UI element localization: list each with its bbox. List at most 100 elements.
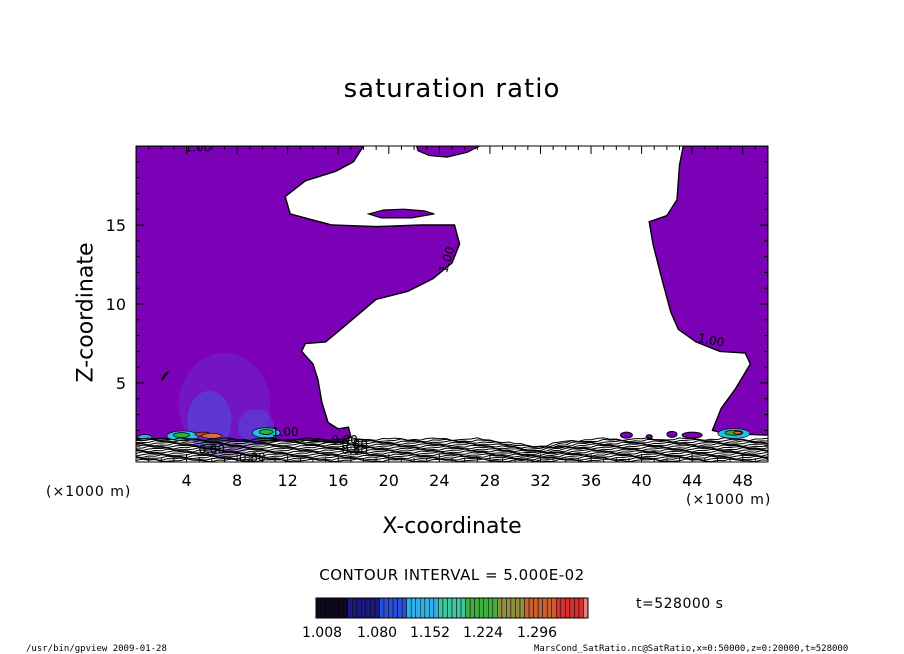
colorbar-cell xyxy=(478,597,484,619)
colorbar-cell xyxy=(483,597,489,619)
chart-title: saturation ratio xyxy=(343,74,561,104)
colorbar-cell xyxy=(501,597,507,619)
surface-contour-line xyxy=(136,437,768,448)
surface-contour-line xyxy=(136,442,768,452)
colorbar-tick-label: 1.008 xyxy=(302,625,342,641)
surface-contour-line xyxy=(136,454,768,460)
colorbar-cell xyxy=(320,597,326,619)
colorbar-cell xyxy=(424,597,430,619)
plot-area: 1.001.001.001.000.900.800.800.800.80 xyxy=(136,141,768,464)
x-tick-label: 24 xyxy=(429,471,449,490)
contour-label: 1.00 xyxy=(272,425,299,439)
colorbar-cell xyxy=(442,597,448,619)
contour-label: 0.80 xyxy=(239,450,266,464)
colorbar-cell xyxy=(406,597,412,619)
x-tick-label: 8 xyxy=(232,471,242,490)
y-tick-label: 10 xyxy=(106,295,126,314)
x-tick-label: 4 xyxy=(181,471,191,490)
colorbar-cell xyxy=(528,597,534,619)
x-tick-label: 16 xyxy=(328,471,348,490)
colorbar-cell xyxy=(569,597,575,619)
supersat-blob xyxy=(619,431,633,439)
supersat-patch-mid xyxy=(366,208,435,219)
colorbar-cell xyxy=(583,597,589,619)
colorbar-cell xyxy=(474,597,480,619)
colored-patch xyxy=(173,432,190,438)
contour-label: 1.00 xyxy=(697,331,726,350)
colorbar-cell xyxy=(361,597,367,619)
colorbar-cell xyxy=(506,597,512,619)
colorbar-cell xyxy=(460,597,466,619)
colorbar-cell xyxy=(447,597,453,619)
colorbar-cell xyxy=(465,597,471,619)
surface-contour-line xyxy=(136,446,768,454)
colorbar-cell xyxy=(524,597,530,619)
surface-contour-line xyxy=(136,444,768,453)
colorbar-cell xyxy=(556,597,562,619)
colorbar-cell xyxy=(551,597,557,619)
x-tick-label: 28 xyxy=(480,471,500,490)
contour-interval: CONTOUR INTERVAL = 5.000E-02 xyxy=(319,566,585,584)
y-unit-label: (×1000 m) xyxy=(46,484,132,500)
colorbar-cell xyxy=(537,597,543,619)
colorbar-tick-label: 1.080 xyxy=(357,625,397,641)
colorbar-cell xyxy=(374,597,380,619)
colorbar-cell xyxy=(546,597,552,619)
colorbar-cell xyxy=(415,597,421,619)
colorbar-cell xyxy=(388,597,394,619)
colored-patch xyxy=(201,433,223,439)
colorbar-cell xyxy=(488,597,494,619)
colorbar-cell xyxy=(519,597,525,619)
y-tick-label: 15 xyxy=(106,216,126,235)
surface-contour-line xyxy=(136,451,768,458)
surface-contour-line xyxy=(136,441,768,451)
isolated-contour xyxy=(160,371,169,381)
colorbar-tick-label: 1.224 xyxy=(463,625,503,641)
colorbar-cell xyxy=(438,597,444,619)
colorbar-cell xyxy=(451,597,457,619)
colorbar-cell xyxy=(410,597,416,619)
colorbar-cell xyxy=(324,597,330,619)
supersat-region-right xyxy=(648,146,768,436)
colorbar-cell xyxy=(469,597,475,619)
colorbar-cell xyxy=(515,597,521,619)
colorbar-cell xyxy=(533,597,539,619)
colorbar-cell xyxy=(338,597,344,619)
footer-left: /usr/bin/gpview 2009-01-28 xyxy=(26,644,167,654)
colorbar-cell xyxy=(356,597,362,619)
x-unit-label: (×1000 m) xyxy=(686,492,772,508)
contour-label: 0.90 xyxy=(331,433,358,447)
colorbar-cell xyxy=(456,597,462,619)
x-axis-title: X-coordinate xyxy=(382,514,522,539)
colorbar-cell xyxy=(315,597,321,619)
colorbar-cell xyxy=(420,597,426,619)
colorbar-cell xyxy=(347,597,353,619)
colorbar-cell xyxy=(492,597,498,619)
x-tick-label: 36 xyxy=(581,471,601,490)
x-tick-label: 20 xyxy=(379,471,399,490)
colorbar-tick-label: 1.152 xyxy=(410,625,450,641)
colorbar-frame xyxy=(315,597,589,619)
colorbar-cell xyxy=(578,597,584,619)
colorbar-cell xyxy=(565,597,571,619)
colorbar-cell xyxy=(401,597,407,619)
supersat-blob xyxy=(666,430,678,438)
contour-label: 1.00 xyxy=(185,141,212,155)
colored-patch xyxy=(733,431,743,435)
colorbar-tick-label: 1.296 xyxy=(517,625,557,641)
colorbar-cell xyxy=(329,597,335,619)
colorbar-cell xyxy=(342,597,348,619)
contour-label: 0.80 xyxy=(341,443,368,457)
colorbar-cell xyxy=(433,597,439,619)
colorbar-cell xyxy=(370,597,376,619)
colorbar-cell xyxy=(429,597,435,619)
x-tick-label: 40 xyxy=(631,471,651,490)
x-tick-label: 44 xyxy=(682,471,702,490)
x-tick-label: 12 xyxy=(278,471,298,490)
colorbar-cell xyxy=(397,597,403,619)
colorbar-cell xyxy=(497,597,503,619)
y-tick-label: 5 xyxy=(116,374,126,393)
colorbar-cell xyxy=(333,597,339,619)
x-tick-label: 32 xyxy=(530,471,550,490)
